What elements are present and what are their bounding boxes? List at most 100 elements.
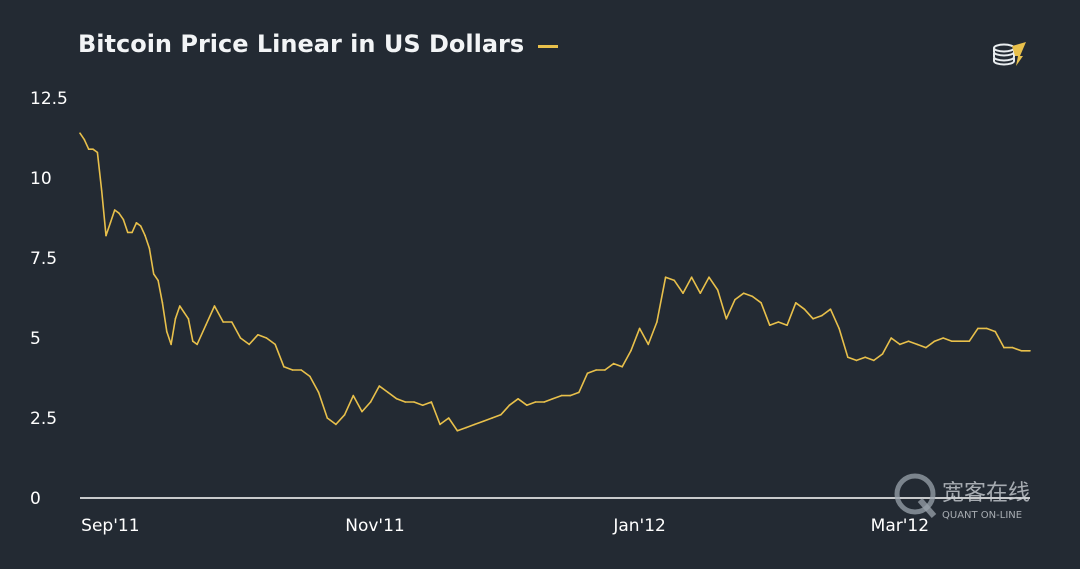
data-point — [786, 324, 788, 327]
data-point — [343, 414, 346, 416]
data-point — [855, 359, 858, 362]
data-point — [508, 404, 511, 407]
data-point — [191, 340, 194, 343]
data-point — [820, 314, 823, 317]
data-point — [109, 222, 112, 224]
data-point — [552, 398, 554, 400]
data-point — [361, 410, 363, 413]
data-point — [656, 321, 658, 323]
data-point — [526, 404, 528, 407]
y-tick-label: 0 — [30, 489, 41, 509]
data-point — [126, 231, 129, 234]
data-point — [79, 132, 81, 134]
data-point — [144, 234, 146, 237]
data-point — [257, 334, 259, 336]
data-point — [265, 337, 268, 339]
data-point — [933, 340, 936, 343]
data-point — [170, 343, 172, 346]
data-point — [534, 401, 537, 403]
data-point — [139, 225, 142, 227]
data-point — [690, 276, 693, 279]
data-point — [942, 337, 945, 339]
data-point — [638, 327, 641, 330]
data-point — [439, 423, 441, 426]
data-point — [187, 318, 190, 320]
y-tick-label: 5 — [30, 329, 41, 349]
data-point — [421, 404, 424, 407]
data-point — [135, 222, 138, 224]
y-tick-label: 10 — [30, 169, 52, 189]
data-point — [994, 330, 997, 333]
data-point — [1003, 346, 1005, 349]
data-point — [664, 276, 667, 279]
coin-stack-logo-icon — [993, 42, 1026, 66]
data-point — [543, 401, 545, 403]
data-point — [283, 366, 285, 368]
data-point — [951, 340, 953, 343]
data-point — [734, 298, 736, 301]
data-point — [621, 366, 624, 368]
data-point — [100, 190, 103, 192]
data-point — [122, 218, 125, 221]
data-point — [977, 327, 979, 330]
data-point — [213, 305, 216, 307]
data-point — [204, 324, 207, 327]
data-point — [560, 394, 563, 397]
data-point — [326, 417, 329, 419]
data-point — [1029, 350, 1031, 352]
data-point — [369, 401, 372, 403]
data-point — [387, 391, 389, 394]
watermark-en-text: QUANT ON-LINE — [942, 510, 1022, 521]
data-point — [113, 209, 116, 211]
data-point — [699, 292, 702, 295]
data-point — [152, 273, 155, 275]
data-point — [604, 369, 606, 371]
data-point — [465, 426, 467, 429]
data-point — [612, 362, 615, 365]
data-point — [569, 394, 571, 397]
data-point — [768, 324, 771, 327]
data-point — [630, 350, 632, 352]
data-point — [586, 372, 589, 375]
data-point — [838, 327, 840, 330]
quant-online-watermark: 宽客在线 QUANT ON-LINE — [894, 473, 1030, 521]
data-point — [916, 343, 919, 346]
data-point — [161, 302, 164, 304]
data-point — [131, 231, 133, 234]
legend-line-swatch — [538, 44, 559, 48]
data-point — [777, 321, 780, 323]
data-point — [165, 330, 168, 333]
data-point — [174, 318, 177, 320]
data-point — [447, 417, 450, 419]
data-point — [725, 318, 728, 320]
data-point — [595, 369, 598, 371]
y-tick-label: 2.5 — [30, 409, 57, 429]
data-point — [148, 247, 151, 250]
x-axis: Sep'11 Nov'11 Jan'12 Mar'12 — [81, 516, 929, 536]
data-point — [222, 321, 224, 323]
data-point — [352, 394, 355, 397]
data-point — [751, 295, 754, 298]
data-point — [395, 398, 398, 400]
data-point — [708, 276, 710, 279]
data-point — [118, 212, 120, 214]
data-point — [96, 151, 99, 154]
data-point — [430, 401, 433, 403]
data-point — [231, 321, 233, 323]
data-point — [239, 337, 242, 339]
data-point — [105, 234, 107, 237]
data-point — [482, 420, 485, 423]
data-point — [873, 359, 875, 362]
data-point — [907, 340, 910, 343]
data-point — [578, 391, 580, 394]
data-point — [985, 327, 988, 330]
data-point — [517, 398, 519, 400]
x-tick-label: Mar'12 — [871, 516, 929, 536]
data-point — [83, 138, 86, 141]
data-point — [864, 356, 866, 359]
data-point — [803, 308, 806, 311]
y-tick-label: 7.5 — [30, 249, 57, 269]
data-point — [1020, 350, 1023, 352]
data-point — [760, 302, 762, 304]
